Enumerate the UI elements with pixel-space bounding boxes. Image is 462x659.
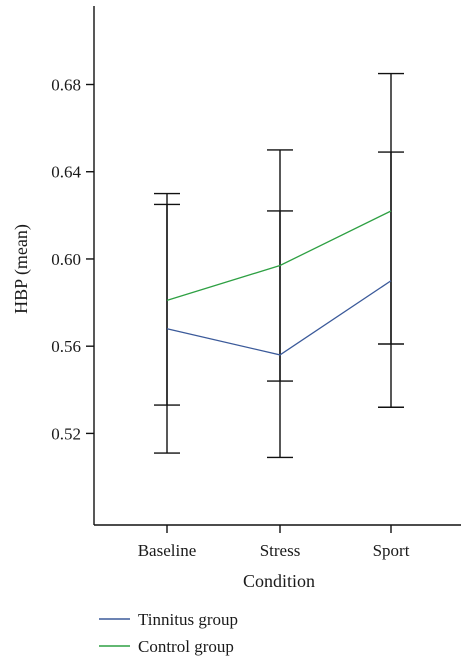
legend-label-tinnitus: Tinnitus group [138, 610, 238, 629]
x-ticks: Baseline Stress Sport [138, 525, 410, 560]
y-tick-label: 0.64 [51, 163, 81, 182]
x-tick-label: Stress [260, 541, 301, 560]
series-line-control [166, 210, 392, 302]
series-line-tinnitus [166, 280, 392, 356]
series-lines [166, 210, 392, 356]
legend: Tinnitus group Control group [99, 610, 238, 656]
y-tick-label: 0.68 [51, 76, 81, 95]
x-tick-label: Sport [373, 541, 410, 560]
x-tick-label: Baseline [138, 541, 197, 560]
y-tick-label: 0.56 [51, 337, 81, 356]
axes [93, 6, 461, 526]
error-bars [154, 72, 404, 459]
legend-label-control: Control group [138, 637, 234, 656]
y-tick-label: 0.52 [51, 424, 81, 443]
y-tick-label: 0.60 [51, 250, 81, 269]
x-axis-title: Condition [243, 571, 315, 591]
y-axis-title: HBP (mean) [11, 224, 32, 314]
y-ticks: 0.52 0.56 0.60 0.64 0.68 [51, 76, 94, 443]
